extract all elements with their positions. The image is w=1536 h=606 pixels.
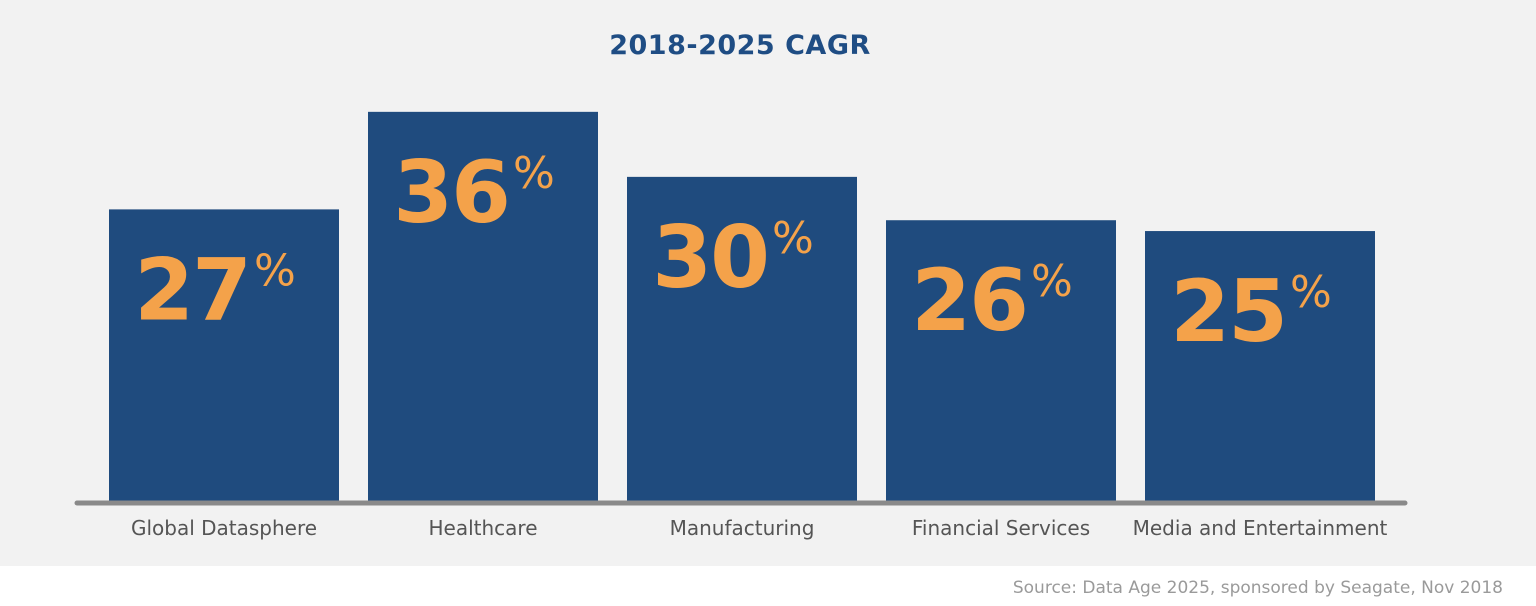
bar-global-datasphere [109, 209, 339, 502]
bar-chart: 27% Global Datasphere 36% Healthcare 30% Manu… [74, 111, 1408, 540]
category-label-global-datasphere: Global Datasphere [131, 516, 317, 540]
category-label-manufacturing: Manufacturing [670, 516, 815, 540]
chart-title: 2018-2025 CAGR [609, 30, 871, 61]
value-suffix: % [1031, 256, 1071, 307]
value-number: 36 [393, 143, 509, 243]
value-number: 27 [134, 240, 250, 340]
value-label-healthcare: 36% [393, 143, 553, 243]
category-label-media-and-entertainment: Media and Entertainment [1133, 516, 1388, 540]
value-number: 30 [652, 208, 768, 308]
bar-manufacturing [627, 176, 857, 502]
bar-financial-services [886, 220, 1116, 502]
bar-healthcare [368, 111, 598, 503]
value-label-financial-services: 26% [911, 251, 1071, 351]
value-suffix: % [513, 148, 553, 199]
value-suffix: % [772, 213, 812, 264]
value-label-media-and-entertainment: 25% [1170, 262, 1330, 362]
value-number: 26 [911, 251, 1027, 351]
category-label-financial-services: Financial Services [912, 516, 1090, 540]
source-note: Source: Data Age 2025, sponsored by Seag… [1012, 578, 1503, 598]
value-suffix: % [1290, 267, 1330, 318]
value-suffix: % [254, 245, 294, 296]
category-label-healthcare: Healthcare [428, 516, 537, 540]
value-number: 25 [1170, 262, 1286, 362]
value-label-global-datasphere: 27% [134, 240, 294, 340]
value-label-manufacturing: 30% [652, 208, 812, 308]
bar-media-and-entertainment [1145, 231, 1375, 502]
